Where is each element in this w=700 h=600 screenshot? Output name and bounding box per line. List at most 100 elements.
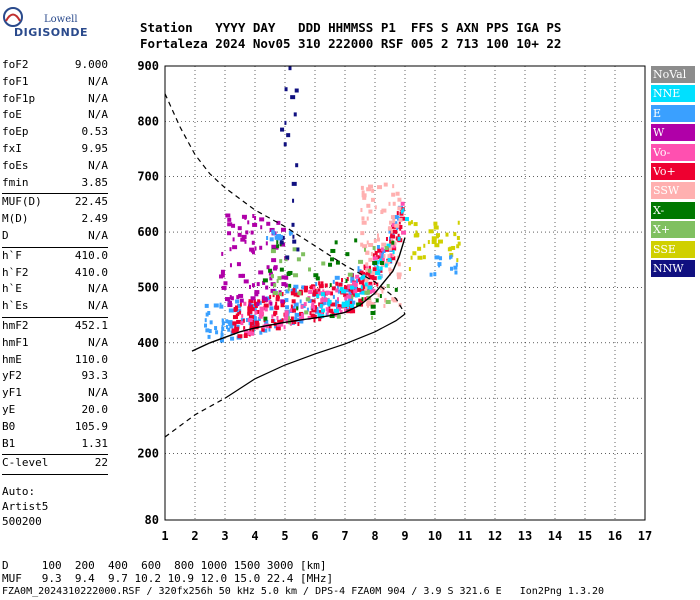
param-label: yF1 <box>2 386 22 400</box>
echo-mark <box>232 237 235 242</box>
echo-mark <box>357 266 360 271</box>
echo-mark <box>276 315 279 320</box>
echo-mark <box>276 220 281 225</box>
echo-mark <box>269 276 273 281</box>
echo-mark <box>380 252 384 257</box>
echo-mark <box>359 290 363 295</box>
echo-mark <box>447 247 452 252</box>
echo-mark <box>269 294 272 299</box>
param-value: N/A <box>88 335 108 349</box>
echo-mark <box>345 252 350 257</box>
echo-mark <box>291 299 296 304</box>
x-tick-label: 8 <box>371 529 378 543</box>
param-value: 0.53 <box>81 125 109 139</box>
param-row-yf2: yF2 93.3 <box>2 369 108 386</box>
echo-mark <box>390 229 396 234</box>
echo-mark <box>376 266 380 271</box>
param-row-hes: h`Es N/A <box>2 299 108 316</box>
header-row-1: Station YYYY DAY DDD HHMMSS P1 FFS S AXN… <box>140 20 562 35</box>
echo-mark <box>456 258 459 263</box>
param-row-hmf2: hmF2 452.1 <box>2 319 108 336</box>
echo-mark <box>334 275 340 280</box>
echo-mark <box>325 290 330 295</box>
echo-mark <box>345 278 348 283</box>
echo-mark <box>386 243 391 248</box>
echo-mark <box>392 249 395 254</box>
echo-mark <box>204 318 207 323</box>
echo-mark <box>391 242 394 247</box>
param-value: N/A <box>88 282 108 296</box>
param-value: N/A <box>88 74 108 88</box>
echo-mark <box>311 284 315 289</box>
echo-mark <box>329 283 332 288</box>
echo-mark <box>352 300 356 305</box>
echo-mark <box>350 276 355 281</box>
echo-mark <box>317 291 321 296</box>
true-height-profile <box>224 313 406 399</box>
echo-mark <box>435 233 440 238</box>
echo-mark <box>256 302 260 307</box>
param-row-foes: foEs N/A <box>2 159 108 176</box>
echo-mark <box>266 221 271 226</box>
param-label: hmE <box>2 352 22 366</box>
echo-mark <box>340 289 346 294</box>
echo-mark <box>239 302 242 307</box>
echo-mark <box>376 282 379 287</box>
legend-entry-w: W <box>651 124 695 142</box>
echo-mark <box>252 316 257 321</box>
header-row-2: Fortaleza 2024 Nov05 310 222000 RSF 005 … <box>140 36 562 51</box>
echo-mark <box>243 329 248 334</box>
echo-mark <box>392 219 396 224</box>
echo-mark <box>299 316 305 321</box>
echo-mark <box>392 184 395 189</box>
echo-mark <box>266 265 270 270</box>
echo-mark <box>391 222 395 227</box>
echo-mark <box>204 303 209 308</box>
x-tick-label: 9 <box>401 529 408 543</box>
echo-mark <box>268 271 273 276</box>
echo-mark <box>308 289 313 294</box>
echo-mark <box>222 319 225 324</box>
echo-mark <box>366 216 369 221</box>
echo-mark <box>449 255 452 260</box>
echo-mark <box>277 319 283 324</box>
echo-mark <box>276 236 282 241</box>
echo-mark <box>238 308 242 313</box>
echo-mark <box>283 142 287 147</box>
echo-mark <box>383 303 386 308</box>
echo-mark <box>227 327 231 332</box>
echo-mark <box>398 220 401 225</box>
echo-mark <box>401 230 407 235</box>
legend-entry-ssw: SSW <box>651 182 695 200</box>
echo-mark <box>272 293 275 298</box>
echo-mark <box>335 302 338 307</box>
echo-mark <box>291 308 296 313</box>
x-tick-label: 6 <box>311 529 318 543</box>
auto-program: Artist5 <box>2 500 49 513</box>
file-info-line: FZA0M_2024310222000.RSF / 320fx256h 50 k… <box>2 586 605 597</box>
echo-mark <box>451 245 456 250</box>
param-value: 9.000 <box>74 58 108 71</box>
echo-mark <box>227 231 232 236</box>
echo-mark <box>242 318 245 323</box>
param-separator <box>2 316 108 318</box>
param-separator <box>2 246 108 248</box>
param-value: 1.31 <box>81 436 109 450</box>
echo-mark <box>456 235 460 240</box>
echo-mark <box>365 265 369 270</box>
echo-mark <box>239 310 242 315</box>
echo-mark <box>350 289 355 294</box>
echo-mark <box>312 288 317 293</box>
param-value: 3.85 <box>81 175 109 189</box>
echo-mark <box>360 231 365 236</box>
echo-mark <box>379 258 383 263</box>
echo-mark <box>380 210 384 215</box>
echo-mark <box>299 319 303 324</box>
echo-mark <box>269 301 273 306</box>
echo-mark <box>280 299 285 304</box>
echo-mark <box>262 278 268 283</box>
echo-mark <box>377 293 380 298</box>
echo-mark <box>234 326 240 331</box>
echo-mark <box>231 223 236 228</box>
echo-mark <box>284 87 288 92</box>
